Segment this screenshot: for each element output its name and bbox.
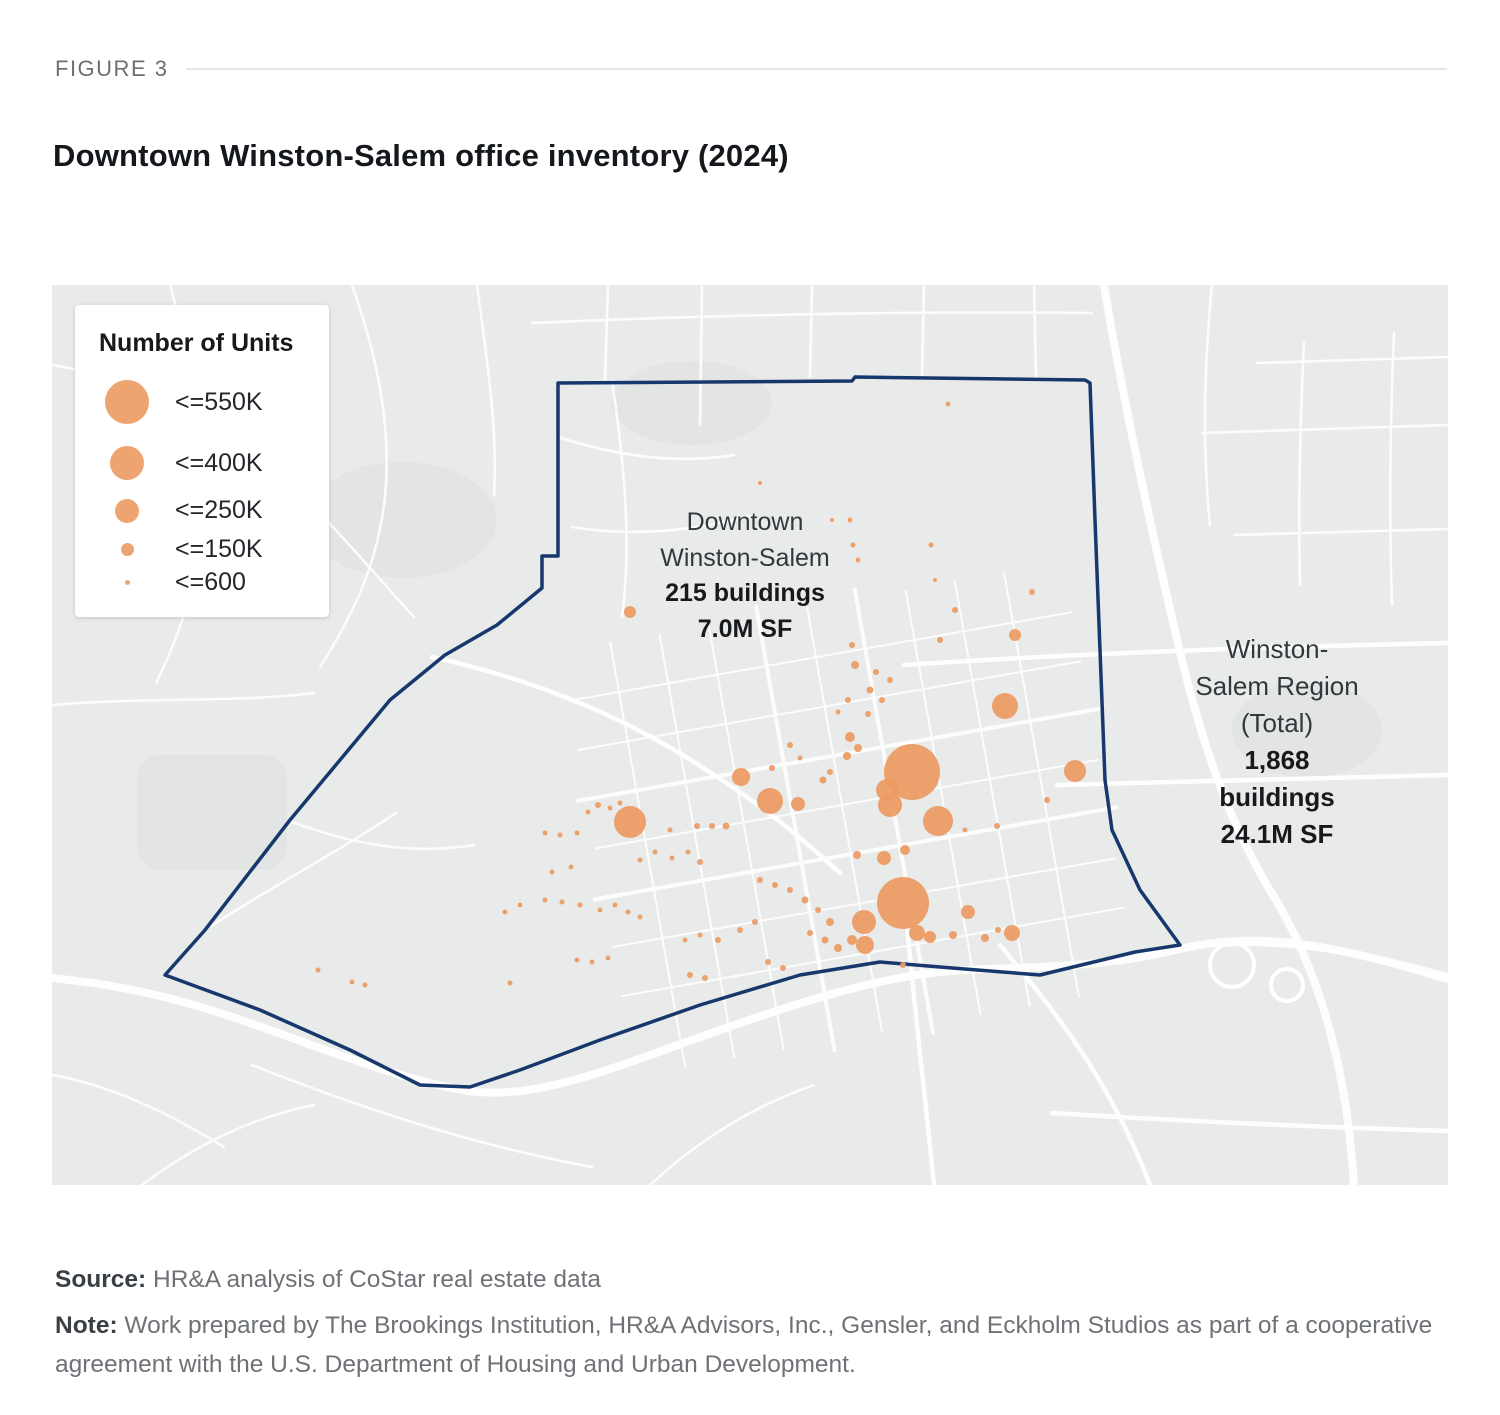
- figure-rule: [186, 68, 1447, 70]
- figure-footer: Source: HR&A analysis of CoStar real est…: [55, 1260, 1447, 1385]
- downtown-annotation: Downtown Winston-Salem 215 buildings 7.0…: [660, 505, 830, 647]
- note-line: Note: Work prepared by The Brookings Ins…: [55, 1306, 1447, 1385]
- legend-item: <=150K: [99, 535, 311, 564]
- annotation-line: (Total): [1240, 707, 1314, 738]
- legend-title: Number of Units: [99, 329, 294, 357]
- figure-label: FIGURE 3: [55, 56, 169, 81]
- bubble-layer: [315, 401, 1086, 988]
- legend: Number of Units <=550K <=400K <=250K <=1…: [75, 305, 329, 617]
- annotation-stat: 24.1M SF: [1220, 818, 1334, 849]
- legend-label: <=550K: [175, 387, 263, 416]
- legend-label: <=250K: [175, 496, 263, 524]
- legend-size-circle: [110, 446, 144, 480]
- legend-item: <=550K: [99, 380, 311, 424]
- legend-label: <=400K: [175, 448, 263, 477]
- figure-label-row: FIGURE 3: [55, 56, 1447, 82]
- annotation-stat: 1,868 buildings: [1219, 744, 1335, 812]
- legend-symbol-cell: [99, 543, 155, 556]
- annotation-stat: 7.0M SF: [697, 614, 793, 643]
- legend-size-circle: [124, 580, 130, 585]
- legend-size-circle: [115, 498, 139, 523]
- region-annotation: Winston-Salem Region (Total) 1,868 build…: [1192, 631, 1363, 852]
- source-text: HR&A analysis of CoStar real estate data: [146, 1266, 602, 1293]
- road-network: [52, 285, 1448, 1185]
- annotation-line: Downtown: [686, 508, 804, 536]
- legend-symbol-cell: [99, 498, 155, 523]
- legend-symbol-cell: [99, 446, 155, 480]
- legend-item: <=250K: [99, 496, 311, 525]
- legend-size-circle: [105, 380, 149, 424]
- annotation-stat: 215 buildings: [665, 579, 825, 607]
- legend-label: <=150K: [175, 535, 263, 563]
- legend-symbol-cell: [99, 580, 155, 585]
- map: Number of Units <=550K <=400K <=250K <=1…: [52, 285, 1448, 1185]
- note-text: Work prepared by The Brookings Instituti…: [55, 1311, 1433, 1379]
- legend-size-circle: [120, 543, 134, 556]
- legend-item: <=600: [99, 568, 311, 597]
- figure-title: Downtown Winston-Salem office inventory …: [53, 138, 789, 173]
- legend-symbol-cell: [99, 380, 155, 424]
- legend-label: <=600: [175, 568, 246, 596]
- map-svg: [52, 285, 1448, 1185]
- source-line: Source: HR&A analysis of CoStar real est…: [55, 1260, 1447, 1300]
- legend-item: <=400K: [99, 446, 311, 480]
- note-label: Note:: [55, 1311, 118, 1339]
- annotation-line: Winston-Salem Region: [1195, 634, 1359, 701]
- annotation-line: Winston-Salem: [660, 543, 830, 572]
- downtown-boundary: [163, 375, 1182, 1089]
- source-label: Source:: [55, 1266, 147, 1293]
